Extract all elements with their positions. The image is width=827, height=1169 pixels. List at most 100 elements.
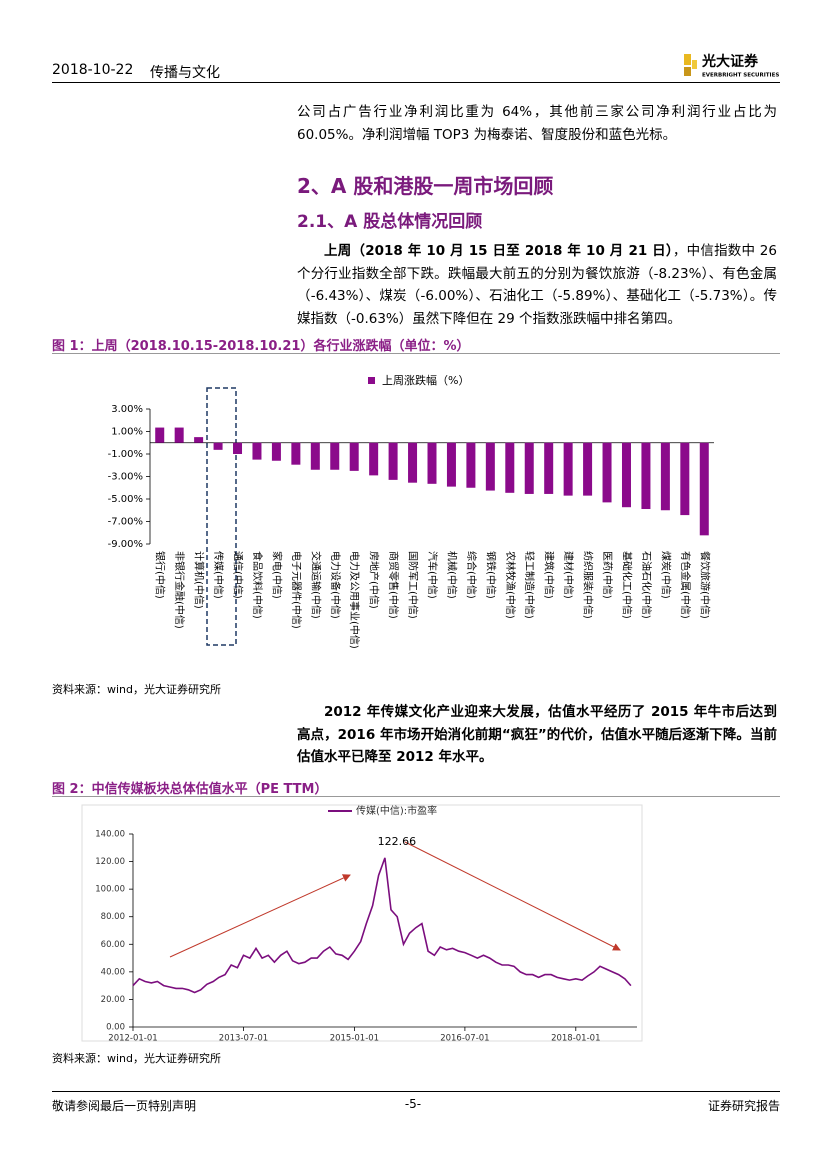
x-tick-label: 电力及公用事业(中信): [348, 551, 361, 649]
y-tick-label: -7.00%: [108, 517, 143, 528]
x-tick-label: 商贸零售(中信): [387, 551, 400, 619]
x-tick-label: 房地产(中信): [368, 551, 381, 609]
line-series: [132, 857, 632, 994]
header-date: 2018-10-22: [52, 62, 134, 78]
x-tick-label: 餐饮旅游(中信): [698, 551, 711, 619]
chart-frame: [81, 804, 643, 1042]
bar: [233, 442, 243, 454]
y-tick-label: 120.00: [95, 857, 125, 867]
caption-rule: [52, 353, 780, 354]
bar: [349, 442, 359, 471]
paragraph-text: ，中信指数中 26 个分行业指数全部下跌。跌幅最大前五的分别为餐饮旅游（-8.2…: [297, 243, 777, 327]
x-tick-label: 通信(中信): [232, 551, 245, 599]
figure-source: 资料来源：wind，光大证券研究所: [52, 683, 222, 696]
y-tick-label: 0.00: [106, 1023, 125, 1033]
y-tick-label: 100.00: [95, 885, 125, 895]
y-tick-label: 60.00: [101, 940, 125, 950]
x-tick-label: 机械(中信): [445, 551, 458, 599]
x-tick-label: 建材(中信): [562, 551, 575, 599]
header-rule: [52, 82, 780, 83]
bar: [408, 442, 418, 483]
bar: [291, 442, 301, 465]
subheading: 2.1、A 股总体情况回顾: [297, 212, 483, 232]
x-tick-label: 2013-07-01: [219, 1034, 268, 1044]
paragraph: 公司占广告行业净利润比重为 64%，其他前三家公司净利润行业占比为 60.05%…: [297, 104, 777, 143]
bar: [524, 442, 534, 494]
bar: [485, 442, 495, 491]
trend-arrow: [404, 841, 621, 951]
bar: [271, 442, 281, 461]
highlight-box: [206, 387, 237, 646]
bar: [427, 442, 437, 484]
bar: [660, 442, 670, 511]
y-tick-label: -5.00%: [108, 494, 143, 505]
x-tick-label: 有色金属(中信): [679, 551, 692, 619]
bar: [369, 442, 379, 476]
x-tick-label: 家电(中信): [270, 551, 283, 599]
x-tick-label: 计算机(中信): [193, 551, 206, 609]
bar: [194, 437, 204, 443]
x-tick-label: 2016-07-01: [440, 1034, 489, 1044]
logo-en: EVERBRIGHT SECURITIES: [702, 73, 779, 79]
y-tick-label: -3.00%: [108, 472, 143, 483]
x-tick-label: 国防军工(中信): [407, 551, 420, 619]
x-tick-label: 2015-01-01: [330, 1034, 379, 1044]
data-label: 122.66: [378, 835, 417, 848]
y-tick-label: -9.00%: [108, 539, 143, 550]
logo: 光大证券 EVERBRIGHT SECURITIES: [684, 53, 779, 79]
logo-mark: [684, 67, 691, 76]
x-tick-label: 电子元器件(中信): [290, 551, 303, 629]
y-tick-label: -1.00%: [108, 449, 143, 460]
y-tick-label: 40.00: [101, 967, 125, 977]
paragraph: 2012 年传媒文化产业迎来大发展，估值水平经历了 2015 年牛市后达到高点，…: [297, 704, 777, 765]
logo-mark: [684, 54, 691, 65]
bar: [330, 442, 340, 470]
y-tick-label: 3.00%: [111, 404, 143, 415]
x-tick-label: 食品饮料(中信): [251, 551, 264, 619]
bar: [174, 427, 184, 443]
bar: [252, 442, 262, 460]
x-tick-label: 综合(中信): [465, 551, 478, 599]
x-tick-label: 基础化工(中信): [620, 551, 633, 619]
bar: [641, 442, 651, 510]
bar-chart: 3.00% 1.00% -1.00% -3.00% -5.00% -7.00% -9.00%…: [108, 373, 714, 649]
legend-swatch: [368, 377, 375, 384]
x-tick-label: 纺织服装(中信): [582, 551, 595, 619]
paragraph-lead: 上周（2018 年 10 月 15 日至 2018 年 10 月 21 日）: [324, 243, 673, 259]
bar: [583, 442, 593, 496]
header-sector: 传播与文化: [150, 65, 220, 81]
x-tick-label: 2012-01-01: [108, 1034, 157, 1044]
footer-left: 敬请参阅最后一页特别声明: [52, 1099, 197, 1113]
bar: [563, 442, 573, 496]
x-tick-label: 煤炭(中信): [659, 551, 672, 599]
figure-caption: 图 1：上周（2018.10.15-2018.10.21）各行业涨跌幅（单位：%…: [52, 339, 470, 354]
y-tick-label: 20.00: [101, 995, 125, 1005]
bar: [310, 442, 320, 470]
x-tick-label: 钢铁(中信): [484, 551, 497, 599]
x-tick-label: 汽车(中信): [426, 551, 439, 599]
legend-label: 上周涨跌幅（%）: [382, 373, 469, 387]
bar: [388, 442, 398, 480]
bar: [505, 442, 515, 493]
x-tick-label: 轻工制造(中信): [523, 551, 536, 619]
bar: [621, 442, 631, 508]
x-tick-label: 非银行金融(中信): [173, 551, 186, 629]
bar: [699, 442, 709, 536]
bar: [602, 442, 612, 503]
x-tick-label: 医药(中信): [601, 551, 614, 599]
bar: [544, 442, 554, 494]
x-tick-label: 银行(中信): [154, 551, 167, 599]
y-tick-label: 140.00: [95, 830, 125, 840]
logo-cn: 光大证券: [701, 53, 759, 70]
caption-rule: [52, 796, 780, 797]
footer-rule: [52, 1091, 780, 1092]
x-tick-label: 交通运输(中信): [309, 551, 322, 619]
heading: 2、A 股和港股一周市场回顾: [297, 174, 554, 198]
y-tick-label: 80.00: [101, 912, 125, 922]
figure-caption: 图 2：中信传媒板块总体估值水平（PE TTM）: [52, 782, 328, 797]
trend-arrow: [169, 874, 351, 958]
bar: [155, 427, 165, 443]
x-tick-label: 电力设备(中信): [329, 551, 342, 619]
bar: [213, 442, 223, 450]
